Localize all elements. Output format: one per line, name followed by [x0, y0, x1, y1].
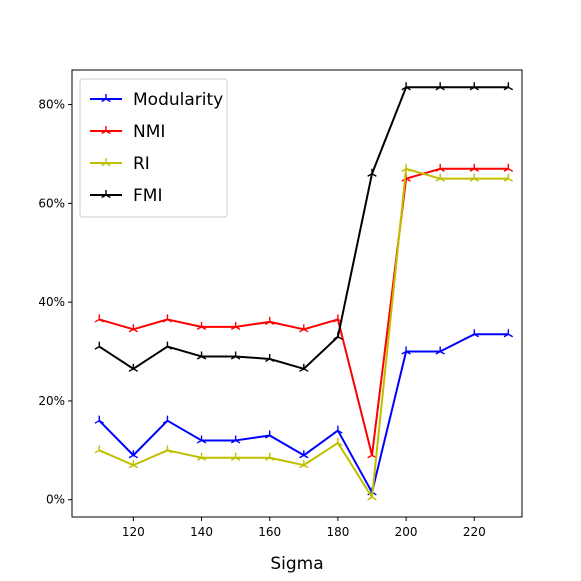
legend-label: FMI	[133, 186, 162, 206]
data-point-fmi	[230, 351, 241, 360]
x-tick-label: 180	[326, 525, 349, 539]
data-point-fmi	[435, 82, 445, 91]
data-point-ri	[401, 163, 411, 172]
data-point-ri	[435, 173, 445, 182]
x-tick-label: 200	[395, 525, 418, 539]
data-point-nmi	[128, 324, 139, 333]
series-ri	[94, 163, 514, 501]
data-point-ri	[503, 173, 514, 182]
series-line-modularity	[98, 333, 509, 494]
data-point-nmi	[162, 314, 173, 323]
data-point-fmi	[503, 82, 514, 91]
legend-label: NMI	[133, 122, 165, 142]
series-line-ri	[98, 167, 509, 499]
legend-marker	[101, 126, 111, 135]
data-point-ri	[265, 452, 275, 461]
x-tick-label: 140	[190, 525, 213, 539]
y-tick-label: 40%	[38, 295, 65, 309]
data-point-fmi	[128, 363, 139, 372]
data-point-modularity	[128, 450, 139, 459]
data-point-fmi	[333, 331, 343, 340]
data-point-nmi	[503, 163, 514, 172]
data-point-ri	[94, 445, 104, 454]
data-point-ri	[299, 460, 309, 469]
legend-item-nmi: NMI	[90, 122, 165, 142]
data-point-nmi	[265, 316, 275, 326]
data-point-ri	[230, 452, 241, 461]
data-point-modularity	[503, 329, 514, 338]
legend-label: Modularity	[133, 90, 223, 110]
x-axis-title: Sigma	[270, 554, 323, 574]
data-point-ri	[128, 460, 139, 469]
data-point-fmi	[469, 82, 479, 91]
data-point-ri	[162, 445, 173, 454]
y-tick-label: 60%	[38, 196, 65, 210]
data-point-nmi	[94, 314, 104, 323]
legend-item-ri: RI	[90, 154, 150, 174]
y-tick-label: 20%	[38, 394, 65, 408]
data-point-modularity	[196, 435, 207, 444]
data-point-modularity	[469, 329, 479, 338]
data-point-fmi	[367, 168, 377, 177]
data-point-ri	[333, 437, 343, 447]
x-tick-label: 120	[122, 525, 145, 539]
data-point-modularity	[299, 450, 309, 459]
x-tick-label: 220	[463, 525, 486, 539]
y-tick-label: 0%	[46, 493, 65, 507]
data-point-fmi	[299, 363, 309, 372]
data-point-nmi	[230, 321, 241, 330]
legend-item-modularity: Modularity	[90, 90, 223, 110]
data-point-fmi	[265, 353, 275, 363]
data-point-ri	[469, 173, 479, 182]
legend-label: RI	[133, 154, 150, 174]
series-fmi	[94, 82, 514, 372]
data-point-modularity	[265, 430, 275, 439]
x-tick-label: 160	[258, 525, 281, 539]
data-point-nmi	[469, 163, 479, 172]
data-point-nmi	[196, 321, 207, 330]
legend-marker	[101, 190, 111, 199]
data-point-modularity	[94, 415, 104, 424]
data-point-fmi	[196, 351, 207, 360]
plot-frame	[71, 69, 523, 518]
data-point-ri	[196, 452, 207, 461]
data-point-fmi	[162, 341, 173, 350]
series-modularity	[94, 329, 514, 496]
data-point-modularity	[401, 346, 411, 355]
data-point-modularity	[435, 346, 445, 355]
data-point-nmi	[299, 324, 309, 333]
plot-area: 120 140 160 180 200 220 0% 20% 40% 60% 80%	[38, 69, 523, 539]
legend-item-fmi: FMI	[90, 186, 162, 206]
data-point-modularity	[333, 425, 343, 434]
data-point-nmi	[367, 450, 377, 459]
legend-marker	[101, 94, 111, 103]
legend: Modularity NMI RI FMI	[79, 78, 228, 218]
data-point-ri	[367, 492, 377, 501]
series-nmi	[94, 163, 514, 459]
data-point-modularity	[230, 435, 241, 444]
data-point-fmi	[401, 82, 411, 91]
y-tick-label: 80%	[38, 98, 65, 112]
data-point-nmi	[435, 163, 445, 172]
data-point-modularity	[162, 415, 173, 424]
legend-marker	[101, 158, 111, 167]
data-point-fmi	[94, 341, 104, 350]
legend-box	[79, 78, 228, 218]
